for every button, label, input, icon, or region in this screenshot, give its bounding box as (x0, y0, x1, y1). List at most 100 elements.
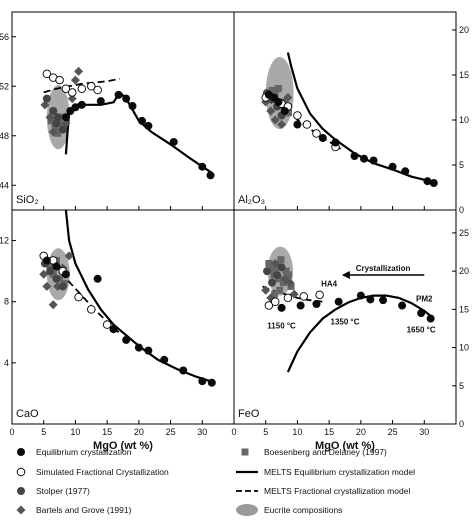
equilibrium-point (356, 291, 365, 300)
equilibrium-point (114, 90, 123, 99)
equilibrium-point (109, 325, 118, 334)
fractional-point (68, 88, 77, 97)
fractional-point (315, 290, 324, 300)
fractional-point (270, 297, 280, 306)
equilibrium-point (296, 301, 305, 310)
stolper-point (52, 119, 61, 128)
equilibrium-point (128, 102, 137, 111)
panel-3: 4 8 12 0 5 10 15 20 25 30 MgO (wt %) CaO (0, 209, 216, 452)
equilibrium-point (426, 314, 435, 323)
x-tick-label: 5 (263, 427, 268, 437)
fractional-point (312, 129, 321, 138)
stolper-point (58, 125, 67, 134)
y-tick-label: 5 (459, 381, 464, 391)
bartels-grove-point (42, 281, 52, 291)
fractional-point (264, 301, 274, 310)
annotation-label: PM2 (416, 295, 433, 304)
stolper-point (52, 274, 61, 283)
bartels-grove-point (270, 259, 280, 268)
equilibrium-point (207, 378, 216, 387)
panel-label: CaO (16, 408, 39, 420)
y-tick-label: 15 (459, 70, 469, 80)
equilibrium-point (52, 262, 61, 271)
melts-equilibrium-line (286, 52, 435, 184)
stolper-point (58, 282, 67, 291)
equilibrium-point (398, 301, 407, 310)
bartels-grove-point (67, 94, 77, 104)
bartels-grove-point (277, 120, 287, 129)
fractional-point (42, 69, 52, 79)
panel-1: 44 48 52 56 SiO₂ (0, 32, 215, 210)
legend-symbol-boesenberg_delaney (241, 448, 249, 456)
y-tick-label: 20 (459, 25, 469, 35)
bartels-grove-point (270, 115, 280, 125)
fractional-point (16, 467, 26, 477)
equilibrium-point (293, 120, 302, 129)
bartels-grove-point (261, 285, 271, 295)
stolper-point (49, 107, 58, 115)
bartels-grove-point (39, 269, 49, 279)
y-tick-label: 15 (459, 304, 469, 314)
boesenberg-delaney-point (268, 86, 276, 94)
annotation-label: HA4 (321, 279, 338, 288)
x-tick-label: 15 (102, 427, 112, 437)
x-tick-label: 0 (231, 427, 236, 437)
equilibrium-point (280, 107, 289, 115)
boesenberg-delaney-point (274, 275, 282, 283)
bartels-grove-point (266, 106, 276, 116)
stolper-point (277, 263, 286, 272)
equilibrium-point (379, 296, 388, 305)
y-tick-label: 4 (4, 358, 9, 368)
equilibrium-point (318, 134, 327, 142)
annotation-label: 1350 °C (331, 318, 360, 327)
crystallization-arrowhead (341, 270, 350, 279)
fractional-point (293, 111, 302, 120)
bartels-grove-point (45, 112, 55, 122)
fractional-point (77, 84, 87, 93)
stolper-point (262, 267, 271, 276)
fractional-point (283, 293, 293, 303)
y-tick-label: 25 (459, 228, 469, 238)
bartels-grove-point (64, 251, 74, 261)
equilibrium-point (350, 152, 359, 160)
stolper-point (42, 94, 51, 103)
x-tick-label: 20 (356, 427, 366, 437)
panel-4: 0 5 10 15 20 25 0 5 10 15 20 25 30 MgO (wt %) FeO Cryst… (231, 228, 469, 452)
melts-equilibrium-line (64, 90, 213, 174)
fractional-point (74, 292, 83, 302)
bartels-grove-point (48, 300, 58, 310)
equilibrium-point (369, 156, 378, 165)
annotation-label: 1650 °C (407, 325, 436, 334)
bartels-grove-point (70, 75, 80, 85)
equilibrium-point (138, 116, 147, 125)
equilibrium-point (312, 300, 321, 309)
boesenberg-delaney-point (276, 286, 284, 294)
boesenberg-delaney-point (54, 129, 62, 137)
y-tick-label: 44 (0, 180, 9, 190)
bartels-grove-point (16, 505, 26, 515)
bartels-grove-point (285, 278, 295, 288)
equilibrium-point (198, 162, 207, 171)
equilibrium-point (96, 97, 105, 106)
x-tick-label: 30 (419, 427, 429, 437)
x-tick-label: 30 (197, 427, 207, 437)
boesenberg-delaney-point (241, 448, 249, 456)
equilibrium-point (93, 274, 102, 283)
equilibrium-point (77, 100, 86, 109)
y-tick-label: 10 (459, 343, 469, 353)
fractional-point (55, 75, 64, 85)
boesenberg-delaney-point (285, 109, 293, 117)
stolper-point (17, 487, 25, 495)
fractional-point (102, 320, 112, 329)
legend-label-boesenberg_delaney: Boesenberg and Delaney (1997) (264, 447, 387, 457)
equilibrium-point (277, 303, 286, 312)
equilibrium-point (144, 121, 153, 130)
legend-label-eucrite: Eucrite compositions (264, 505, 342, 515)
x-tick-label: 10 (70, 427, 80, 437)
equilibrium-point (160, 355, 169, 364)
bartels-grove-point (283, 93, 293, 102)
equilibrium-point (61, 113, 70, 122)
equilibrium-point (61, 270, 70, 279)
